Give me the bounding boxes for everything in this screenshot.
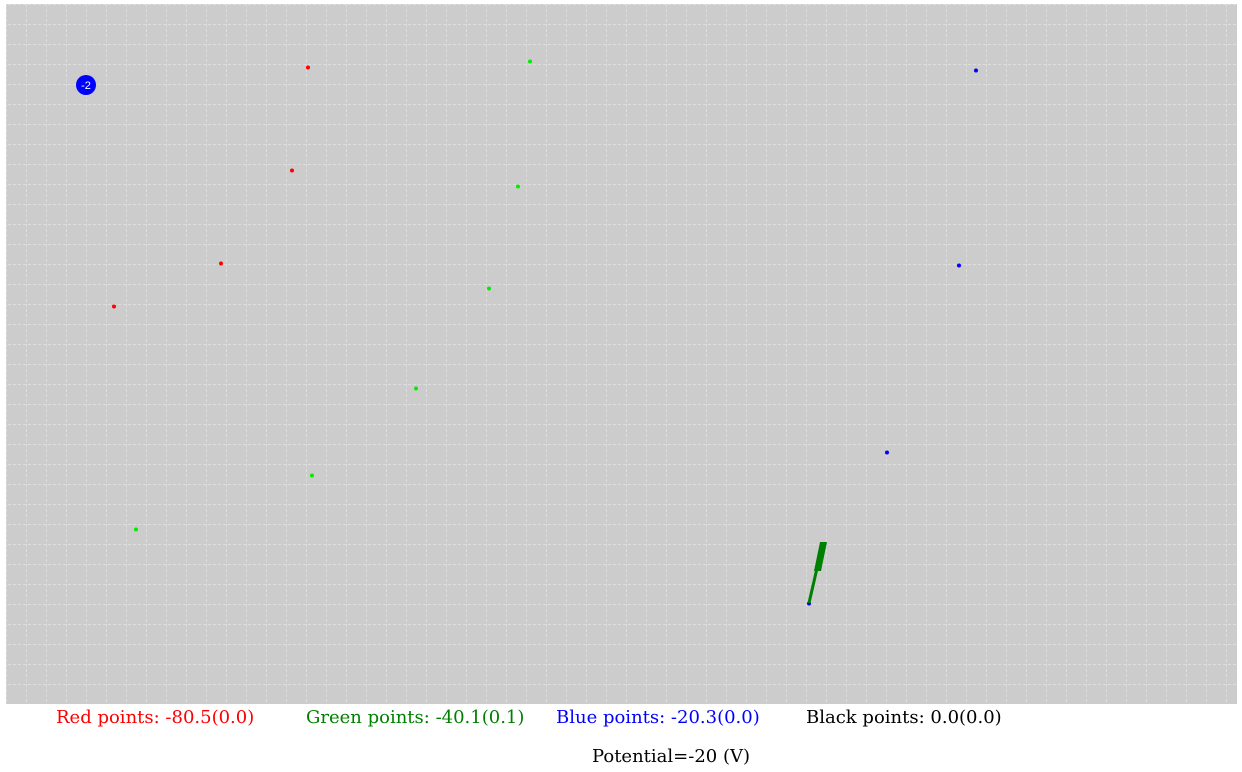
blue-point (885, 450, 889, 455)
black-points-stat: Black points: 0.0(0.0) (806, 707, 1002, 728)
green-point (528, 59, 532, 64)
green-point (134, 527, 138, 532)
charge-circle[interactable] (76, 75, 96, 95)
blue-points-stat: Blue points: -20.3(0.0) (556, 707, 760, 728)
potential-readout: Potential=-20 (V) (591, 746, 750, 767)
charge[interactable]: -2 (76, 75, 96, 95)
red-point (112, 304, 116, 309)
blue-point (957, 263, 961, 268)
grid (6, 4, 1237, 704)
green-point (516, 184, 520, 189)
stats-row: Red points: -80.5(0.0) Green points: -40… (0, 706, 1242, 730)
red-point (290, 168, 294, 173)
red-points-stat: Red points: -80.5(0.0) (56, 707, 255, 728)
red-point (219, 261, 223, 266)
green-point (487, 286, 491, 291)
green-points-stat: Green points: -40.1(0.1) (306, 707, 525, 728)
green-point (310, 473, 314, 478)
green-point (414, 386, 418, 391)
field-svg: -2 (6, 4, 1237, 704)
red-point (306, 65, 310, 70)
blue-point (974, 68, 978, 73)
simulation-canvas[interactable]: -2 (6, 4, 1237, 704)
charge-label: -2 (81, 80, 91, 92)
field-vector-head[interactable] (814, 542, 827, 571)
